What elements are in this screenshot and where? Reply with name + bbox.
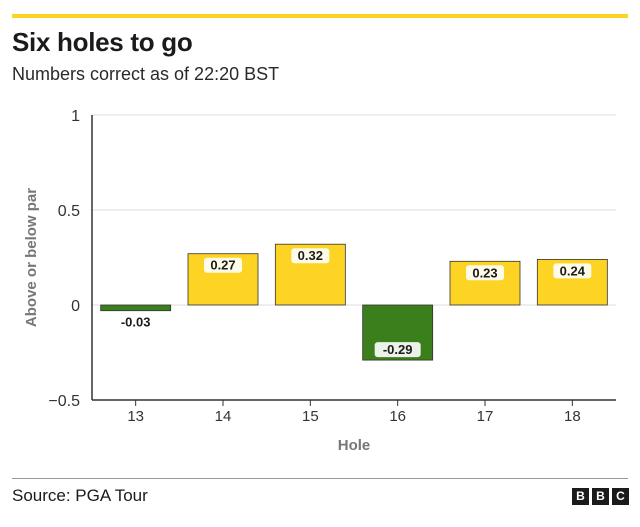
source-text: Source: PGA Tour	[12, 486, 148, 505]
y-tick-label: 1	[71, 108, 80, 125]
chart-title: Six holes to go	[12, 27, 193, 57]
chart-subtitle: Numbers correct as of 22:20 BST	[12, 64, 280, 84]
y-tick-label: −0.5	[48, 393, 80, 410]
x-tick-label: 18	[564, 408, 581, 425]
x-tick-label: 14	[215, 408, 232, 425]
bars: -0.03 0.27 0.32 -0.29 0.23 0.24	[100, 243, 608, 361]
x-axis-label: Hole	[338, 437, 371, 454]
bar-chart: −0.500.51 -0.030.270.32-0.290.23 0.24 13 1…	[23, 108, 616, 454]
data-label: -0.29	[383, 342, 413, 357]
data-label-bg	[291, 248, 330, 264]
data-label-bg	[553, 263, 592, 279]
y-axis-ticks: −0.5 0 0.5 1	[48, 108, 80, 410]
logo-letter: B	[592, 488, 609, 505]
logo-letter: C	[612, 488, 629, 505]
x-tick-label: 13	[127, 408, 144, 425]
data-label-bg	[204, 257, 242, 273]
x-axis-ticks: 13 14 15 16 17 18	[127, 400, 581, 425]
data-label-bg	[374, 342, 421, 358]
data-label: 0.23	[472, 265, 497, 280]
logo-letter: B	[572, 488, 589, 505]
accent-bar	[12, 14, 628, 18]
x-tick-label: 15	[302, 408, 319, 425]
x-tick-label: 17	[477, 408, 494, 425]
y-tick-label: 0	[71, 298, 80, 315]
footer-divider	[12, 478, 628, 479]
bar	[100, 304, 172, 312]
data-label: 0.32	[298, 248, 323, 263]
data-label-bg	[466, 265, 504, 281]
bbc-logo: B B C	[572, 488, 629, 505]
data-label: 0.27	[210, 258, 235, 273]
data-label: 0.24	[560, 263, 586, 278]
data-label-bg	[112, 314, 159, 330]
gridlines	[92, 114, 616, 401]
data-label: -0.03	[121, 315, 151, 330]
x-tick-label: 16	[389, 408, 406, 425]
bar	[536, 258, 608, 306]
y-axis-label: Above or below par	[23, 188, 40, 327]
y-tick-label: 0.5	[58, 203, 80, 220]
